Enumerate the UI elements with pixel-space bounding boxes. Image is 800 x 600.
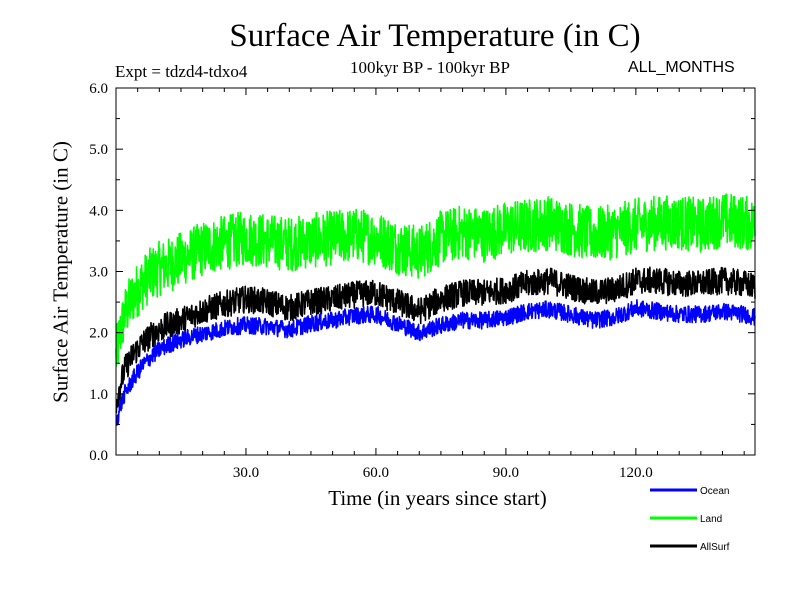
legend-label-ocean: Ocean	[700, 486, 729, 497]
legend-label-land: Land	[700, 514, 722, 525]
x-tick-label: 120.0	[619, 465, 653, 481]
y-tick-label: 0.0	[89, 448, 108, 464]
y-tick-label: 3.0	[89, 265, 108, 281]
y-tick-label: 6.0	[89, 81, 108, 97]
series-line-land	[115, 193, 756, 367]
series-line-allsurf	[115, 266, 756, 414]
legend-label-allsurf: AllSurf	[700, 542, 730, 553]
chart-title: Surface Air Temperature (in C)	[229, 18, 641, 54]
series-layer	[115, 193, 756, 426]
x-tick-label: 30.0	[233, 465, 259, 481]
months-label: ALL_MONTHS	[628, 59, 735, 76]
experiment-label: Expt = tdzd4-tdxo4	[115, 62, 248, 81]
y-tick-label: 1.0	[89, 387, 108, 403]
x-tick-label: 60.0	[363, 465, 389, 481]
tick-layer: 0.0 1.0 2.0 3.0 4.0 5.0 6.0 30.0 60.0 90.0 120.0	[89, 81, 755, 481]
y-tick-label: 2.0	[89, 326, 108, 342]
x-tick-label: 90.0	[493, 465, 519, 481]
series-line-ocean	[115, 299, 756, 426]
y-tick-label: 4.0	[89, 203, 108, 219]
x-axis-label: Time (in years since start)	[328, 486, 547, 510]
legend: Ocean Land AllSurf	[650, 486, 730, 553]
chart-subtitle: 100kyr BP - 100kyr BP	[350, 58, 510, 77]
y-tick-label: 5.0	[89, 142, 108, 158]
